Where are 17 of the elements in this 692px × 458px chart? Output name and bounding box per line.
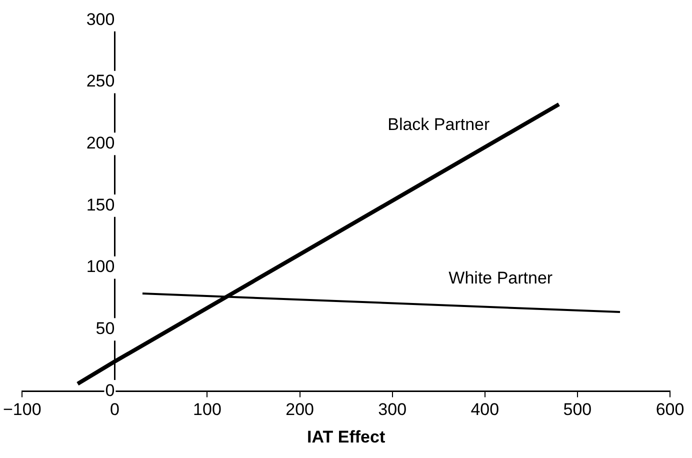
y-tick-label: 0: [105, 380, 115, 400]
series-label: Black Partner: [388, 115, 490, 134]
y-tick-label: 50: [96, 319, 115, 338]
x-tick-label: 100: [193, 400, 222, 420]
y-tick-label: 250: [86, 72, 115, 91]
x-tick-label: 400: [470, 400, 500, 420]
y-tick-label: 300: [86, 10, 115, 29]
x-axis-title: IAT Effect: [307, 427, 386, 446]
x-tick-label: −100: [2, 400, 42, 420]
x-tick-label: 200: [286, 400, 314, 420]
y-tick-label: 200: [86, 134, 115, 153]
x-tick-label: 500: [563, 400, 592, 420]
x-tick-label: 300: [378, 400, 407, 420]
x-tick-label: 600: [656, 400, 684, 420]
y-tick-label: 100: [86, 257, 115, 276]
y-tick-label: 150: [86, 195, 115, 214]
series-label: White Partner: [448, 268, 553, 288]
